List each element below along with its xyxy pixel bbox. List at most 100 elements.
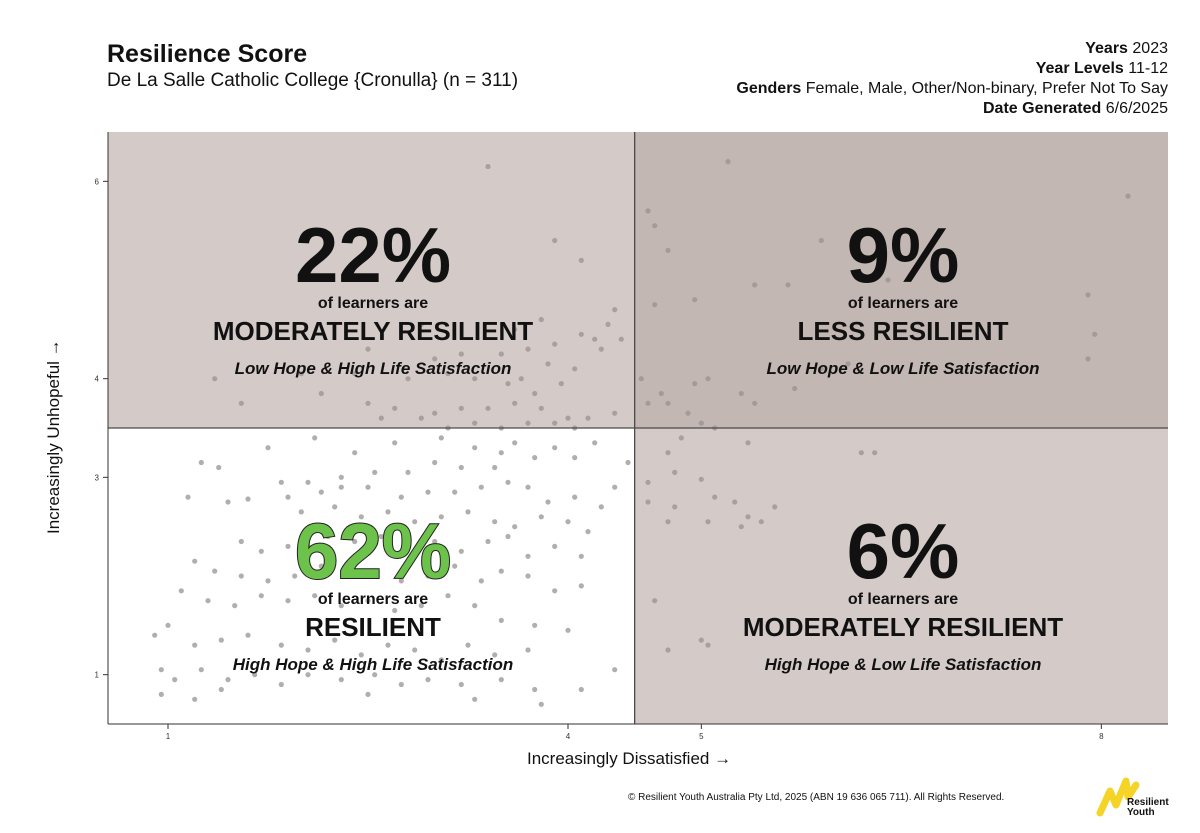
meta-year-levels: Year Levels 11-12 (736, 59, 1168, 79)
data-point (1085, 292, 1091, 298)
data-point (365, 346, 371, 352)
data-point (365, 598, 371, 604)
data-point (392, 607, 398, 614)
data-point (552, 543, 558, 550)
data-point (238, 573, 244, 579)
data-point (198, 667, 204, 673)
x-tick-label: 8 (1099, 732, 1104, 741)
y-tick-label: 6 (95, 177, 100, 186)
data-point (385, 509, 391, 515)
data-point (165, 622, 171, 628)
data-point (332, 504, 338, 510)
data-point (258, 548, 264, 554)
data-point (705, 642, 711, 648)
data-point (578, 257, 584, 263)
data-point (572, 494, 578, 500)
data-point (305, 672, 311, 678)
data-point (298, 509, 304, 515)
quadrant-description: High Hope & Low Life Satisfaction (765, 655, 1042, 674)
data-point (525, 647, 531, 653)
data-point (158, 667, 164, 673)
data-point (218, 686, 224, 693)
data-point (305, 647, 311, 653)
data-point (698, 476, 704, 482)
data-point (298, 371, 304, 377)
data-point (398, 494, 404, 500)
data-point (525, 553, 531, 559)
data-point (392, 440, 398, 446)
data-point (552, 420, 558, 426)
data-point (358, 514, 364, 520)
data-point (525, 484, 531, 490)
y-tick-label: 1 (95, 671, 100, 680)
data-point (572, 366, 578, 372)
data-point (225, 499, 231, 505)
data-point (545, 361, 551, 367)
data-point (198, 459, 204, 466)
data-point (432, 410, 438, 416)
data-point (565, 415, 571, 421)
data-point (692, 297, 698, 303)
data-point (192, 558, 198, 564)
data-point (618, 336, 624, 342)
quadrant-label-bottom-left: 62%of learners are RESILIENT High Hope & H… (233, 506, 514, 674)
data-point (345, 573, 351, 579)
meta-label: Date Generated (983, 100, 1102, 117)
data-point (532, 390, 538, 397)
data-point (405, 469, 411, 475)
data-point (225, 677, 231, 683)
data-point (658, 390, 664, 397)
data-point (725, 159, 731, 165)
data-point (585, 529, 591, 535)
data-point (565, 519, 571, 525)
data-point (585, 415, 591, 421)
data-point (612, 667, 618, 673)
data-point (705, 376, 711, 382)
data-point (312, 593, 318, 599)
data-point (472, 376, 478, 382)
meta-value: 2023 (1132, 40, 1168, 57)
data-point (185, 494, 191, 500)
data-point (425, 489, 431, 495)
data-point (365, 484, 371, 490)
data-point (232, 603, 238, 609)
meta-label: Year Levels (1035, 60, 1124, 77)
data-point (578, 583, 584, 589)
data-point (318, 390, 324, 397)
logo-text: Resilient Youth (1127, 798, 1169, 818)
quadrant-bottom-right (634, 428, 1168, 724)
data-point (525, 573, 531, 579)
data-point (678, 435, 684, 441)
meta-value: 11-12 (1128, 60, 1168, 77)
data-point (672, 469, 678, 475)
data-point (538, 514, 544, 520)
data-point (192, 696, 198, 702)
data-point (538, 316, 544, 323)
data-point (512, 440, 518, 446)
data-point (265, 578, 271, 584)
data-point (492, 652, 498, 658)
data-point (238, 538, 244, 545)
data-point (565, 627, 571, 633)
data-point (438, 435, 444, 441)
data-point (645, 479, 651, 485)
data-point (372, 469, 378, 475)
data-point (278, 642, 284, 648)
data-point (518, 376, 524, 382)
data-point (432, 356, 438, 362)
chart-title: Resilience Score (107, 40, 308, 68)
data-point (338, 603, 344, 609)
data-point (432, 459, 438, 466)
data-point (485, 405, 491, 411)
data-point (652, 598, 658, 604)
data-point (512, 524, 518, 530)
data-point (338, 484, 344, 490)
data-point (398, 578, 404, 584)
data-point (1085, 356, 1091, 362)
data-point (665, 519, 671, 525)
data-point (458, 405, 464, 411)
data-point (365, 691, 371, 698)
data-point (405, 376, 411, 382)
data-point (578, 686, 584, 693)
data-point (278, 681, 284, 688)
